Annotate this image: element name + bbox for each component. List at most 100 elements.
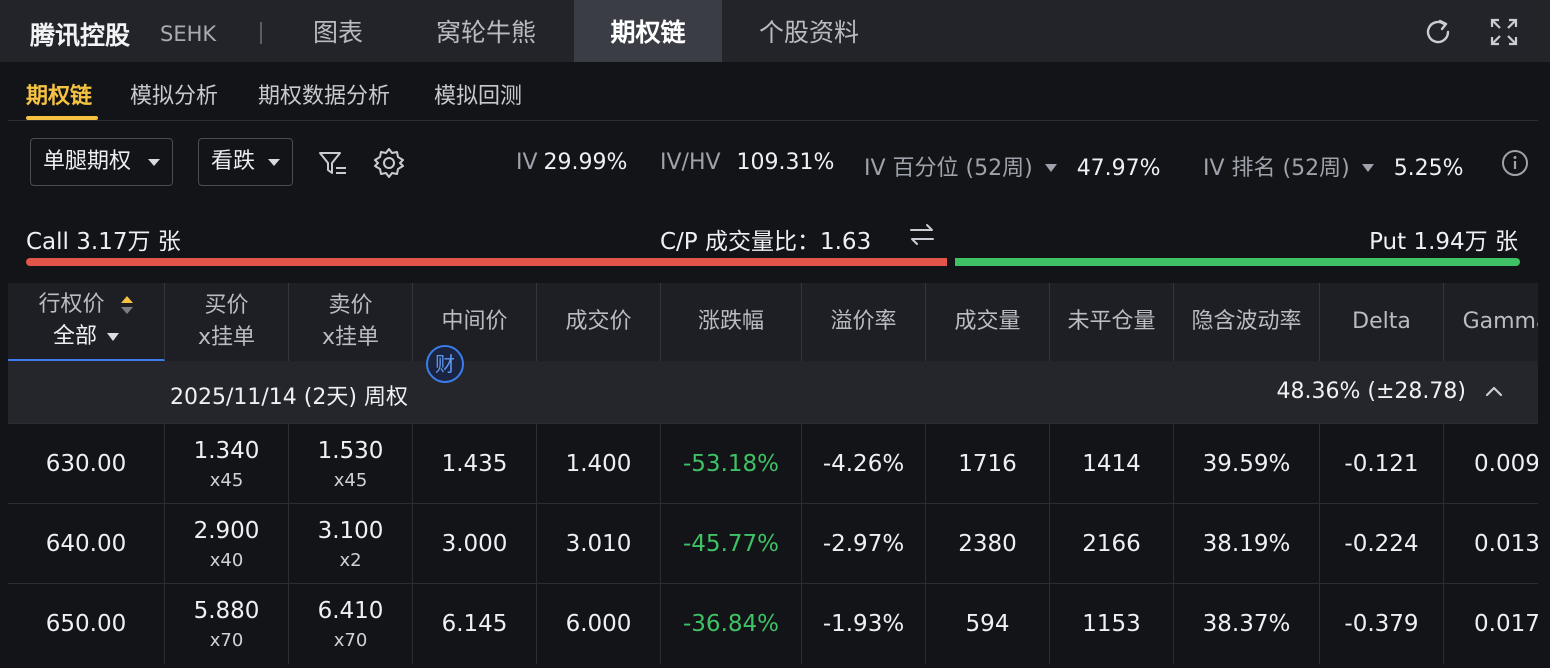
stock-name: 腾讯控股 (30, 21, 131, 50)
last-cell: 3.010 (537, 504, 661, 584)
header-bid[interactable]: 买价 x挂单 (165, 283, 289, 361)
divider (260, 22, 262, 44)
header-bid-line2: x挂单 (197, 325, 256, 350)
table-row[interactable]: 650.00 5.880 x70 6.410 x70 6.145 6.000 -… (8, 583, 1538, 664)
volume-cell: 1716 (926, 424, 1050, 504)
bid-cell[interactable]: 1.340 x45 (165, 424, 289, 504)
ivhv-value: 109.31% (736, 150, 835, 175)
fullscreen-icon[interactable] (1488, 16, 1520, 48)
open-interest-cell: 1153 (1050, 584, 1174, 664)
subtab-simulation[interactable]: 模拟分析 (130, 84, 219, 109)
header-ask[interactable]: 卖价 x挂单 (289, 283, 413, 361)
last-cell: 1.400 (537, 424, 661, 504)
expiry-date: 2025/11/14 (2天) 周权 (170, 385, 408, 410)
ask-price: 6.410 (317, 597, 384, 624)
open-interest-cell: 1414 (1050, 424, 1174, 504)
chevron-up-icon[interactable] (1482, 381, 1506, 401)
subtab-option-data-analysis[interactable]: 期权数据分析 (258, 84, 391, 109)
table-row[interactable]: 630.00 1.340 x45 1.530 x45 1.435 1.400 -… (8, 423, 1538, 504)
header-iv[interactable]: 隐含波动率 (1174, 283, 1320, 361)
tab-option-chain[interactable]: 期权链 (574, 0, 722, 62)
subtab-backtest[interactable]: 模拟回测 (434, 84, 523, 109)
header-change[interactable]: 涨跌幅 (661, 283, 802, 361)
delta-cell: -0.224 (1320, 504, 1444, 584)
premium-cell: -4.26% (802, 424, 926, 504)
refresh-icon[interactable] (1422, 16, 1454, 48)
gamma-cell: 0.013 (1474, 531, 1538, 557)
subtab-option-chain[interactable]: 期权链 (26, 84, 93, 109)
expiry-iv: 48.36% (±28.78) (1276, 379, 1466, 404)
premium-cell: -1.93% (802, 584, 926, 664)
ivhv-label: IV/HV (660, 150, 721, 175)
cp-ratio-text: C/P 成交量比：1.63 (660, 229, 872, 255)
bid-cell[interactable]: 2.900 x40 (165, 504, 289, 584)
iv-label: IV (516, 150, 538, 175)
ask-cell[interactable]: 6.410 x70 (289, 584, 413, 664)
bid-cell[interactable]: 5.880 x70 (165, 584, 289, 664)
table-row[interactable]: 640.00 2.900 x40 3.100 x2 3.000 3.010 -4… (8, 503, 1538, 584)
header-delta[interactable]: Delta (1320, 283, 1444, 361)
expiry-group-row[interactable]: 2025/11/14 (2天) 周权 48.36% (±28.78) (8, 361, 1538, 423)
header-ask-line2: x挂单 (321, 325, 380, 350)
info-icon[interactable] (1500, 148, 1530, 178)
direction-dropdown[interactable]: 看跌 (198, 138, 293, 186)
active-tab-indicator (26, 116, 98, 120)
change-cell: -45.77% (661, 504, 802, 584)
gear-icon[interactable] (372, 146, 406, 180)
delta-cell: -0.121 (1320, 424, 1444, 504)
header-open-interest[interactable]: 未平仓量 (1050, 283, 1174, 361)
tab-chart[interactable]: 图表 (312, 18, 363, 47)
put-volume: Put 1.94万 张 (1369, 229, 1518, 255)
strike-cell: 640.00 (8, 504, 165, 584)
ask-size: x45 (333, 469, 368, 491)
mid-cell: 1.435 (413, 424, 537, 504)
header-gamma[interactable]: Gamma (1462, 309, 1538, 334)
swap-icon[interactable] (908, 222, 936, 248)
bid-size: x70 (209, 629, 244, 651)
iv-rank-stat[interactable]: IV 排名 (52周) 5.25% (1203, 150, 1464, 182)
bid-price: 1.340 (193, 437, 260, 464)
premium-cell: -2.97% (802, 504, 926, 584)
iv-cell: 38.19% (1174, 504, 1320, 584)
header-last[interactable]: 成交价 (537, 283, 661, 361)
tab-stock-profile[interactable]: 个股资料 (758, 18, 859, 47)
strategy-dropdown[interactable]: 单腿期权 (30, 138, 173, 186)
call-volume: Call 3.17万 张 (26, 229, 181, 255)
header-bid-line1: 买价 (204, 293, 249, 318)
sort-icon[interactable] (120, 294, 134, 316)
iv-rank-value: 5.25% (1393, 156, 1464, 181)
header-volume[interactable]: 成交量 (926, 283, 1050, 361)
strike-filter-value: 全部 (52, 324, 97, 349)
change-cell: -36.84% (661, 584, 802, 664)
ask-cell[interactable]: 1.530 x45 (289, 424, 413, 504)
open-interest-cell: 2166 (1050, 504, 1174, 584)
option-chain-table: 行权价 全部 买价 x挂单 卖价 x挂单 中间价 成交价 涨跌幅 溢价率 成交量… (8, 283, 1538, 668)
gamma-cell: 0.009 (1474, 451, 1538, 477)
volume-cell: 594 (926, 584, 1050, 664)
divider (8, 120, 1538, 121)
filter-icon[interactable] (316, 146, 350, 180)
header-mid[interactable]: 中间价 (413, 283, 537, 361)
chevron-down-icon (148, 159, 160, 166)
strike-filter[interactable]: 全部 (53, 321, 119, 353)
cp-ratio: C/P 成交量比：1.63 (660, 222, 871, 256)
iv-cell: 38.37% (1174, 584, 1320, 664)
ask-size: x70 (333, 629, 368, 651)
tab-warrants[interactable]: 窝轮牛熊 (435, 18, 536, 47)
chevron-down-icon[interactable] (1361, 164, 1374, 172)
ask-cell[interactable]: 3.100 x2 (289, 504, 413, 584)
header-premium[interactable]: 溢价率 (802, 283, 926, 361)
direction-value: 看跌 (211, 149, 256, 174)
chevron-down-icon (268, 159, 280, 166)
bid-price: 2.900 (193, 517, 260, 544)
header-strike[interactable]: 行权价 全部 (8, 283, 165, 361)
iv-percentile-stat[interactable]: IV 百分位 (52周) 47.97% (864, 150, 1161, 182)
bid-size: x40 (209, 549, 244, 571)
iv-percentile-label: IV 百分位 (52周) (864, 156, 1033, 181)
strategy-value: 单腿期权 (43, 149, 132, 174)
strike-cell: 630.00 (8, 424, 165, 504)
sub-tabs: 期权链 模拟分析 期权数据分析 模拟回测 (0, 62, 1550, 120)
chevron-down-icon[interactable] (1044, 164, 1057, 172)
call-volume-bar (26, 258, 947, 266)
financial-report-badge[interactable]: 财 (426, 345, 464, 383)
